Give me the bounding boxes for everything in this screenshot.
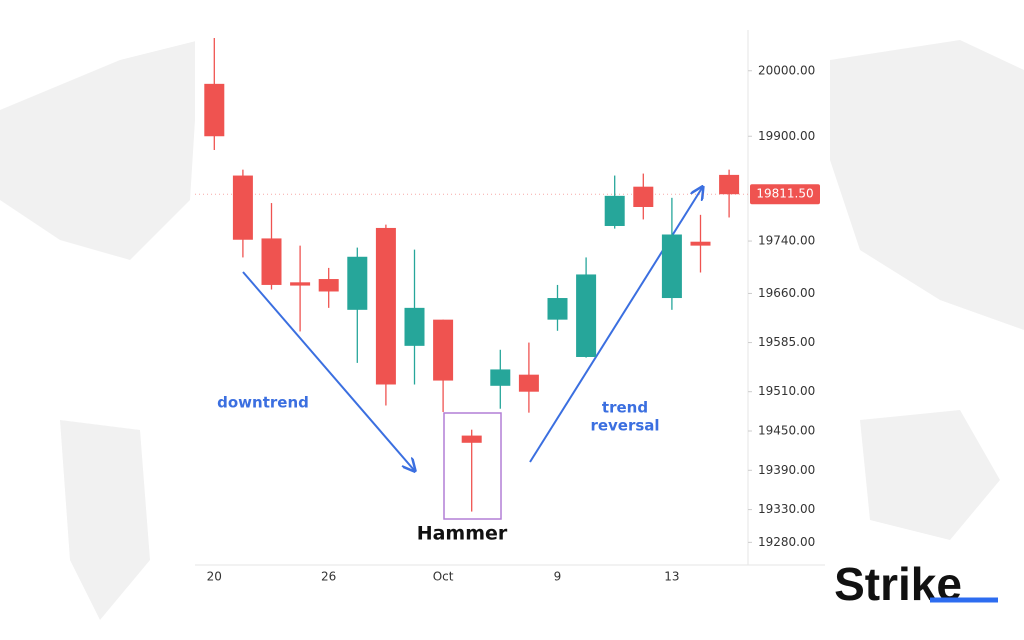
y-tick-label: 19330.00 — [758, 502, 815, 516]
candle-body — [290, 282, 311, 286]
x-tick-label: 13 — [664, 570, 679, 584]
chart-panel — [195, 30, 825, 595]
candle-body — [232, 175, 253, 240]
y-tick-label: 19390.00 — [758, 463, 815, 477]
candle-body — [633, 186, 654, 207]
last-price-tag — [750, 184, 820, 205]
candle-body — [347, 256, 368, 310]
x-tick-label: 20 — [207, 570, 222, 584]
hammer-box — [443, 412, 502, 520]
reversal-label: trend — [602, 399, 648, 417]
y-tick-label: 19660.00 — [758, 286, 815, 300]
candle-body — [518, 374, 539, 392]
candle-body — [547, 298, 568, 320]
x-tick-label: Oct — [433, 570, 454, 584]
candle-body — [490, 369, 511, 386]
candle-body — [661, 234, 682, 299]
candle-body — [375, 227, 396, 385]
candle-body — [204, 83, 225, 137]
candle-body — [433, 319, 454, 381]
reversal-arrow — [529, 188, 702, 463]
y-tick-label: 19510.00 — [758, 384, 815, 398]
downtrend-label: downtrend — [217, 394, 309, 412]
y-tick-label: 20000.00 — [758, 63, 815, 77]
candle-body — [690, 241, 711, 246]
hammer-label: Hammer — [417, 523, 508, 545]
x-tick-label: 26 — [321, 570, 336, 584]
y-tick-label: 19450.00 — [758, 424, 815, 438]
y-tick-label: 19900.00 — [758, 129, 815, 143]
candle-body — [318, 279, 339, 292]
y-tick-label: 19280.00 — [758, 535, 815, 549]
x-tick-label: 9 — [554, 570, 562, 584]
y-tick-label: 19740.00 — [758, 234, 815, 248]
candle-body — [404, 307, 425, 346]
map-backdrop — [0, 40, 1024, 620]
reversal-label: reversal — [590, 417, 659, 435]
candle-body — [261, 238, 282, 285]
candle-body — [604, 195, 625, 226]
downtrend-arrow — [242, 271, 414, 470]
y-tick-label: 19585.00 — [758, 335, 815, 349]
candle-body — [719, 174, 740, 195]
candle-body — [461, 435, 482, 443]
last-price-label: 19811.50 — [756, 187, 813, 201]
candle-body — [576, 274, 597, 357]
